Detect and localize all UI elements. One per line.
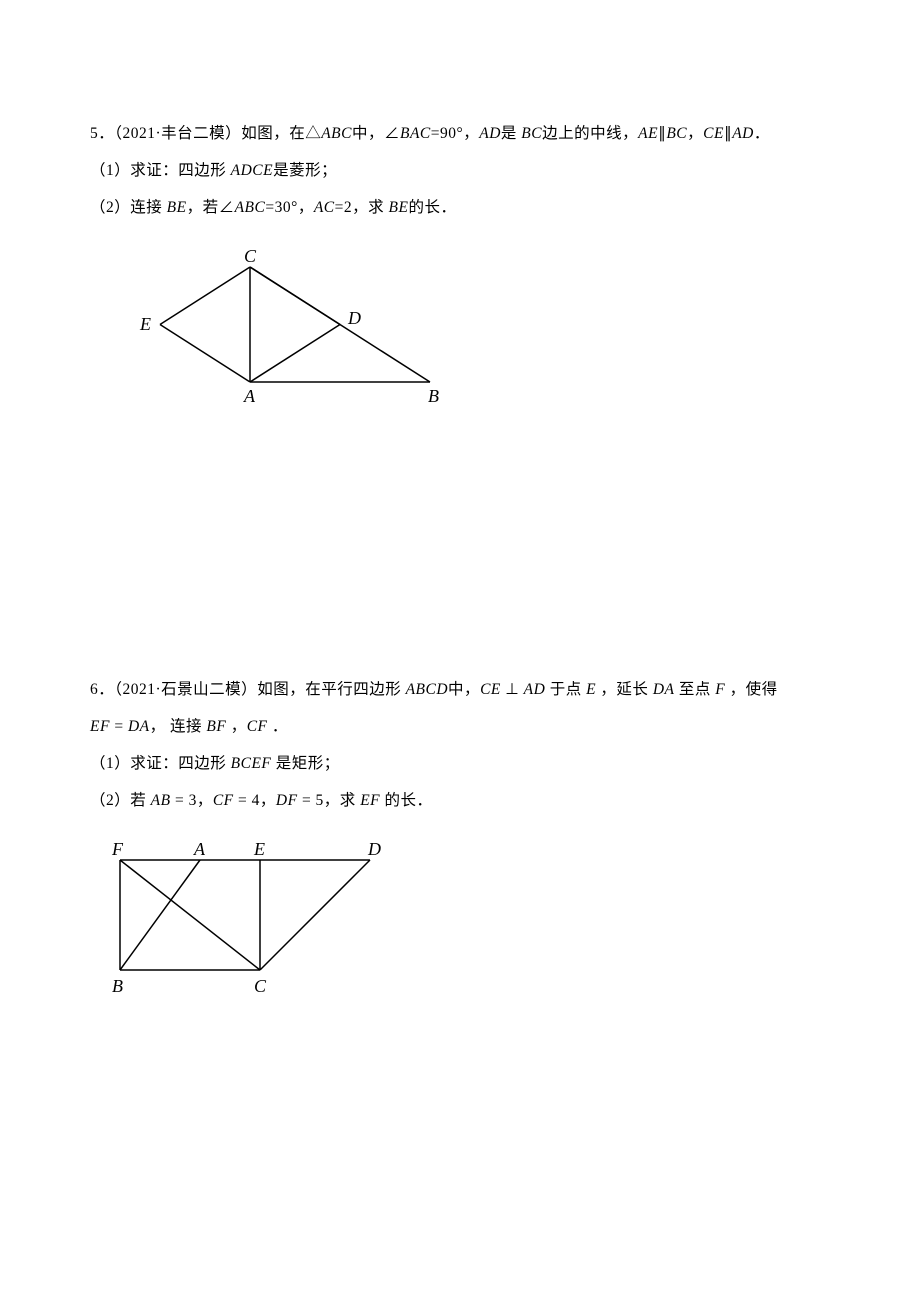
p5-adce: ADCE: [231, 162, 273, 179]
p6-ad: AD: [524, 681, 546, 698]
problem-6-part1: （1）求证：四边形 BCEF 是矩形；: [90, 745, 830, 782]
p6-eq: =: [110, 718, 128, 735]
figure-6-svg: F A E D B C: [90, 840, 410, 1005]
p5-abc: ABC: [321, 125, 352, 142]
p5-part1-b: 是菱形；: [273, 162, 337, 179]
p6-part2-b: 的长．: [380, 792, 432, 809]
p6-source: （2021·石景山二模）: [114, 681, 257, 698]
p5-part2-a: （2）连接: [90, 199, 167, 216]
p5-bac: BAC: [400, 125, 431, 142]
line-AE: [160, 324, 250, 382]
page-content: 5．（2021·丰台二模）如图，在△ABC中，∠BAC=90°，AD是 BC边上…: [0, 0, 920, 1139]
label-B: B: [112, 976, 123, 996]
line-FC: [120, 860, 260, 970]
label-B: B: [428, 386, 439, 406]
p6-part1-a: （1）求证：四边形: [90, 755, 231, 772]
p6-comma: ，: [226, 718, 246, 735]
line-AD: [250, 324, 340, 382]
p5-part2-b: ，若∠: [187, 199, 235, 216]
p5-text2: 中，∠: [352, 125, 400, 142]
p6-sb: 中，: [448, 681, 480, 698]
p6-part2-a: （2）若: [90, 792, 151, 809]
problem-5-part1: （1）求证：四边形 ADCE是菱形；: [90, 152, 830, 189]
line-AB: [120, 860, 200, 970]
p6-eq5: = 5，求: [298, 792, 361, 809]
p6-bcef: BCEF: [231, 755, 272, 772]
p5-eq30: =30°，: [265, 199, 313, 216]
line-CD: [250, 267, 340, 325]
p6-df: DF: [276, 792, 298, 809]
p6-sg: ， 连接: [150, 718, 207, 735]
p5-ac: AC: [314, 199, 335, 216]
p5-eq2: =2，求: [335, 199, 389, 216]
p6-ce: CE: [480, 681, 501, 698]
p6-se: 至点: [674, 681, 715, 698]
p5-be2: BE: [389, 199, 409, 216]
p5-ad: AD: [479, 125, 501, 142]
p6-period: ．: [268, 718, 288, 735]
label-C: C: [244, 247, 257, 266]
p5-number: 5．: [90, 125, 114, 142]
figure-5-svg: A B C D E: [110, 247, 470, 417]
label-F: F: [111, 840, 124, 859]
p6-da: DA: [653, 681, 675, 698]
p5-source: （2021·丰台二模）: [114, 125, 241, 142]
p6-ab: AB: [151, 792, 171, 809]
label-A: A: [243, 386, 256, 406]
p5-ad2: AD: [732, 125, 754, 142]
p5-part1-a: （1）求证：四边形: [90, 162, 231, 179]
p5-text3: 是: [501, 125, 521, 142]
p6-sc: 于点: [545, 681, 586, 698]
p5-par2: ∥: [724, 125, 732, 142]
label-A: A: [193, 840, 206, 859]
line-EC: [160, 267, 250, 325]
problem-6-stem-line1: 6．（2021·石景山二模）如图，在平行四边形 ABCD中，CE ⊥ AD 于点…: [90, 671, 830, 708]
p5-ae: AE: [638, 125, 658, 142]
label-E: E: [253, 840, 265, 859]
p6-e: E: [586, 681, 596, 698]
p5-part2-c: 的长．: [408, 199, 456, 216]
p6-sd: ，延长: [596, 681, 653, 698]
p6-eq3: = 3，: [171, 792, 213, 809]
p6-eq4: = 4，: [234, 792, 276, 809]
problem-5-figure: A B C D E: [110, 247, 830, 431]
problem-5-stem: 5．（2021·丰台二模）如图，在△ABC中，∠BAC=90°，AD是 BC边上…: [90, 115, 830, 152]
p5-p1: ．: [754, 125, 770, 142]
p5-eq90: =90°，: [431, 125, 479, 142]
p6-cf: CF: [247, 718, 268, 735]
p5-text4: 边上的中线，: [542, 125, 638, 142]
p5-be: BE: [167, 199, 187, 216]
p6-sf: ，使得: [725, 681, 777, 698]
label-D: D: [347, 308, 361, 328]
p5-bc: BC: [521, 125, 542, 142]
problem-6-part2: （2）若 AB = 3，CF = 4，DF = 5，求 EF 的长．: [90, 782, 830, 819]
p6-f: F: [715, 681, 725, 698]
p6-ef: EF: [90, 718, 110, 735]
p5-ce: CE: [703, 125, 724, 142]
problem-5-part2: （2）连接 BE，若∠ABC=30°，AC=2，求 BE的长．: [90, 189, 830, 226]
line-CD: [260, 860, 370, 970]
p6-sa: 如图，在平行四边形: [257, 681, 405, 698]
p6-bf: BF: [206, 718, 226, 735]
label-D: D: [367, 840, 381, 859]
p6-ef2: EF: [360, 792, 380, 809]
label-E: E: [139, 314, 151, 334]
spacer: [90, 471, 830, 671]
p5-bc2: BC: [666, 125, 687, 142]
p6-abcd: ABCD: [406, 681, 448, 698]
p6-da2: DA: [128, 718, 150, 735]
p6-number: 6．: [90, 681, 114, 698]
p5-text: 如图，在△: [241, 125, 321, 142]
p6-part1-b: 是矩形；: [271, 755, 339, 772]
label-C: C: [254, 976, 267, 996]
p5-c1: ，: [687, 125, 703, 142]
problem-6-figure: F A E D B C: [90, 840, 830, 1019]
problem-6-stem-line2: EF = DA， 连接 BF ，CF ．: [90, 708, 830, 745]
p6-cf2: CF: [213, 792, 234, 809]
p5-abc2: ABC: [235, 199, 266, 216]
p6-perp: ⊥: [501, 681, 524, 698]
